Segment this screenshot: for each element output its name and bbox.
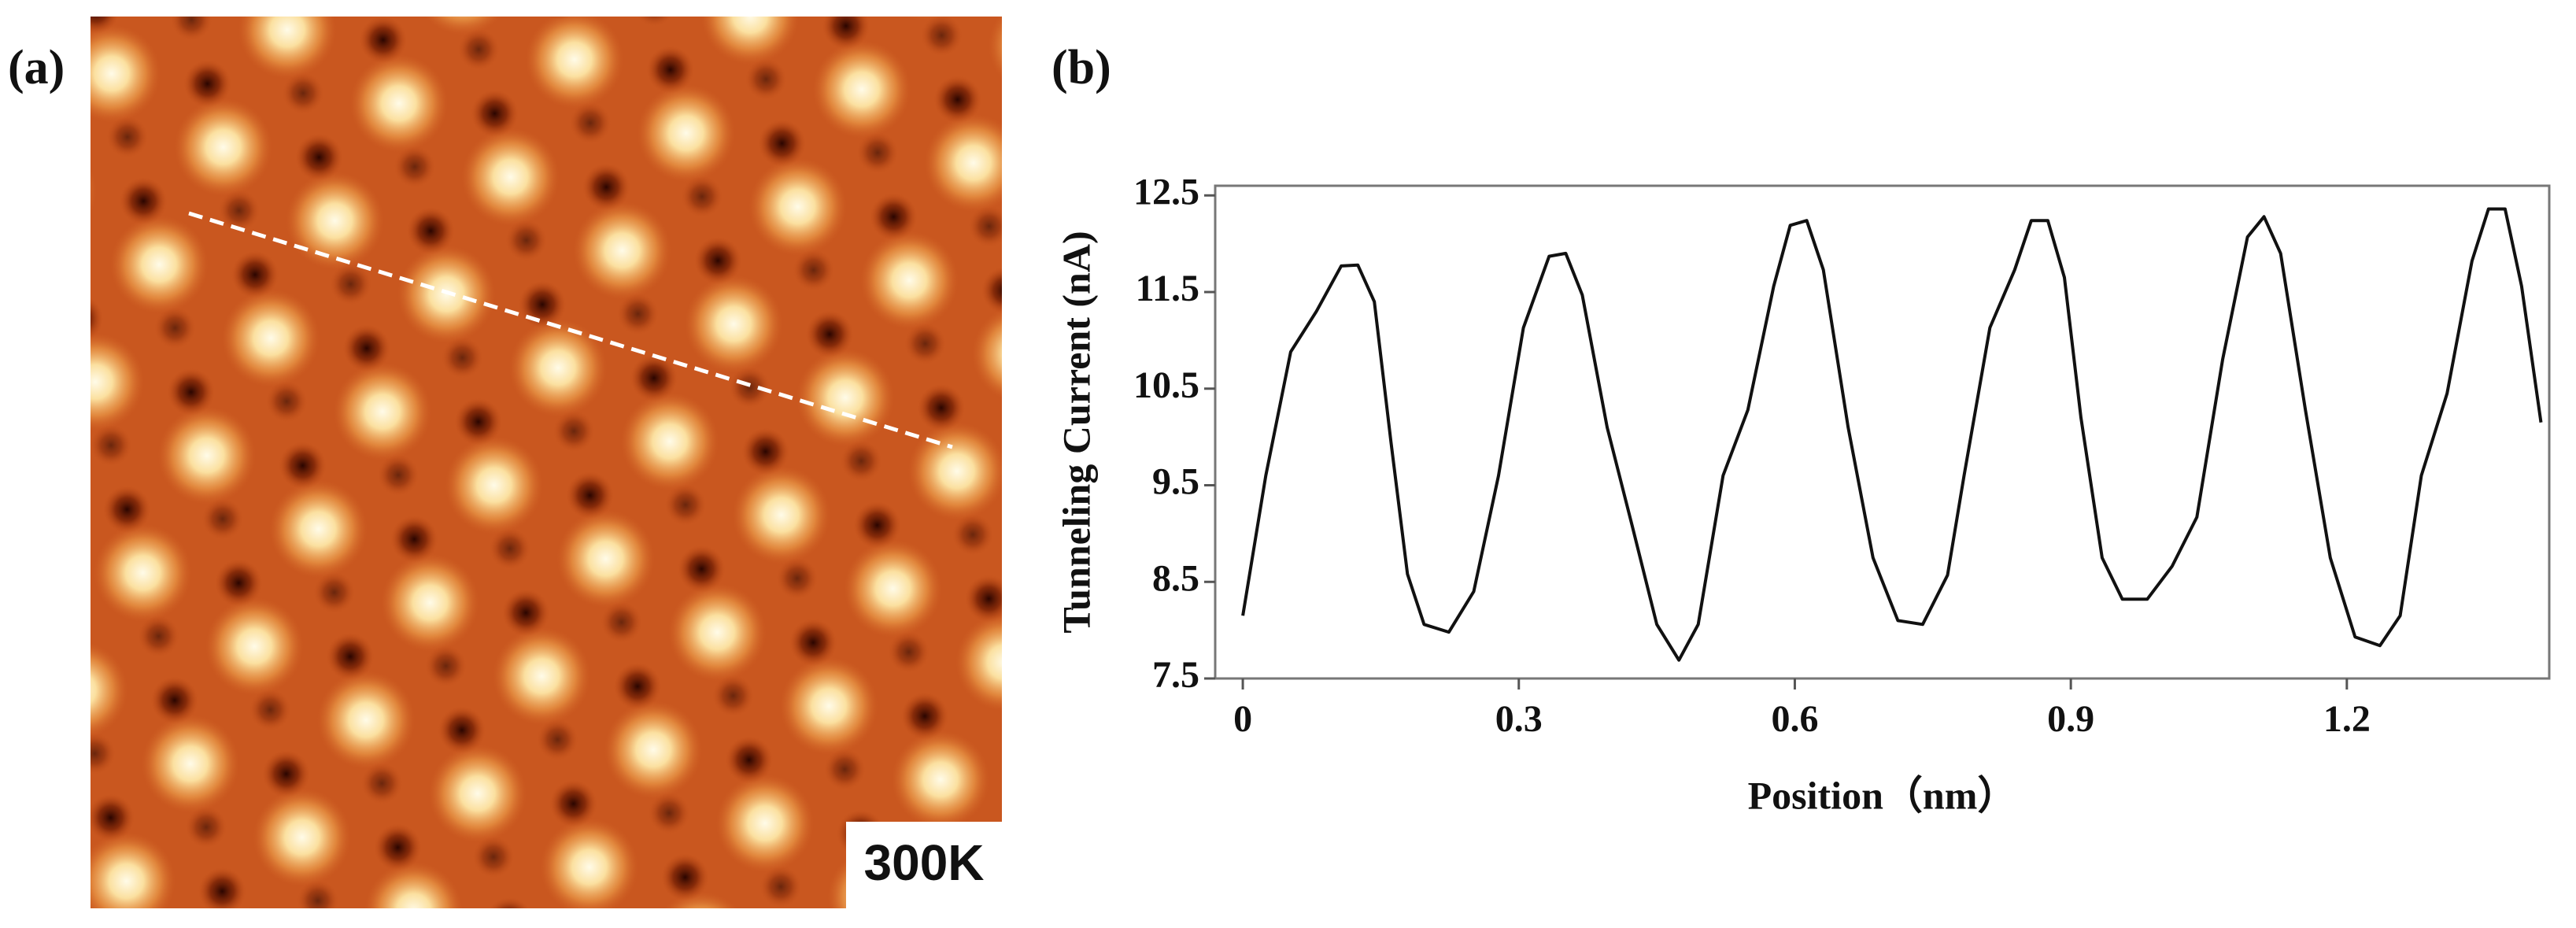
label-box bbox=[846, 822, 1002, 908]
x-tick-label: 1.2 bbox=[2323, 698, 2371, 740]
y-tick-label: 10.5 bbox=[1133, 364, 1199, 406]
y-tick-label: 12.5 bbox=[1133, 171, 1199, 213]
y-axis-label: Tunneling Current (nA) bbox=[1054, 231, 1098, 633]
data-line bbox=[1241, 207, 2543, 662]
profile-line bbox=[188, 211, 953, 449]
x-axis-label: Position（nm） bbox=[1748, 773, 2017, 817]
y-tick-label: 7.5 bbox=[1152, 654, 1199, 696]
temperature-label: 300K bbox=[864, 834, 985, 891]
x-tick-label: 0 bbox=[1233, 698, 1252, 740]
x-tick-label: 0.9 bbox=[2047, 698, 2094, 740]
y-tick-label: 9.5 bbox=[1152, 461, 1199, 503]
plot: 7.5 8.5 9.5 10.5 11.5 12.5 0 0.3 0.6 0.9 1.2 Positi… bbox=[1054, 171, 2551, 817]
y-tick-label: 11.5 bbox=[1136, 268, 1199, 309]
x-tick-label: 0.3 bbox=[1495, 698, 1543, 740]
y-tick-label: 8.5 bbox=[1152, 557, 1199, 599]
plot-frame bbox=[1214, 184, 2551, 680]
panel-label: (b) bbox=[1051, 41, 1111, 94]
x-tick-label: 0.6 bbox=[1771, 698, 1818, 740]
stm-image bbox=[91, 17, 1002, 908]
panel-label: (a) bbox=[8, 41, 65, 94]
